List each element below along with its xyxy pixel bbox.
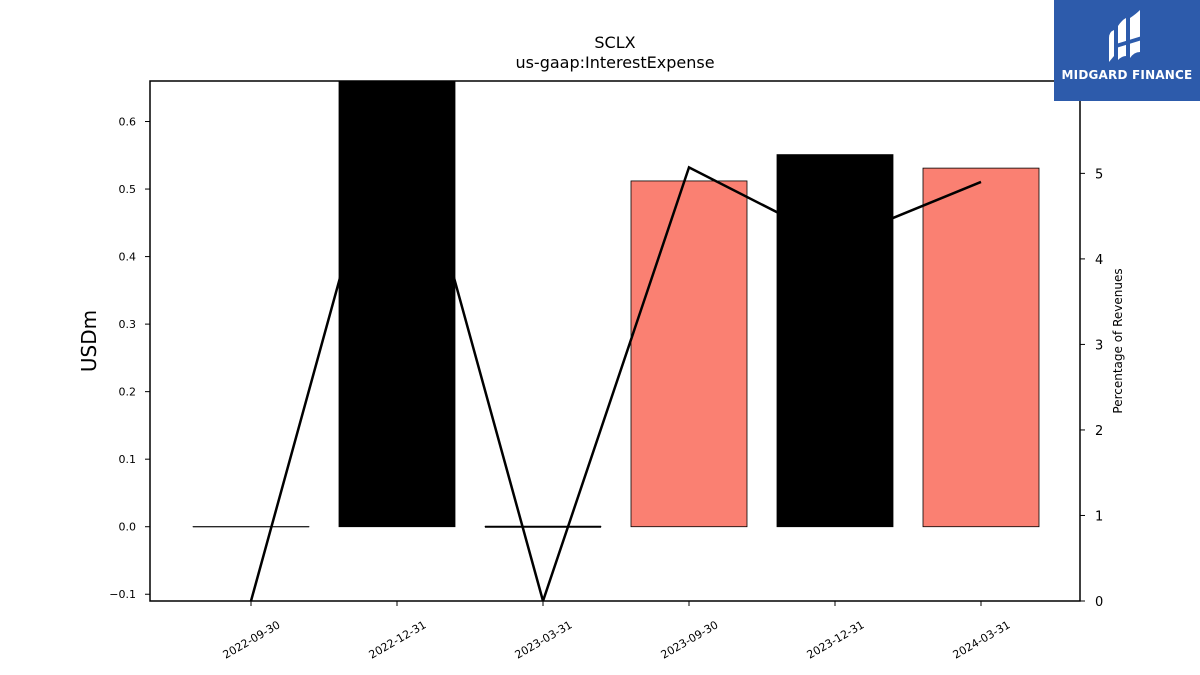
line-group xyxy=(249,81,982,601)
y-tick-label: 0.2 xyxy=(119,386,137,399)
logo-mark-icon xyxy=(1109,10,1142,62)
x-tick-label: 2023-09-30 xyxy=(659,618,721,661)
x-tick-label: 2022-09-30 xyxy=(221,618,283,661)
x-tick-label: 2023-12-31 xyxy=(805,618,867,661)
y-tick-label: −0.1 xyxy=(109,588,136,601)
bar xyxy=(630,180,748,528)
chart-subtitle: us-gaap:InterestExpense xyxy=(515,53,714,72)
chart-title: SCLX xyxy=(594,33,635,52)
y2-tick-label: 0 xyxy=(1095,595,1103,610)
y-tick-label: 0.1 xyxy=(119,453,137,466)
bar xyxy=(338,81,456,528)
y2-tick-label: 3 xyxy=(1095,338,1103,353)
y-axis-label: USDm xyxy=(77,310,101,372)
y2-tick-label: 1 xyxy=(1095,509,1103,524)
y-tick-label: 0.4 xyxy=(119,251,137,264)
y2-tick-label: 4 xyxy=(1095,253,1103,268)
x-tick-label: 2024-03-31 xyxy=(951,618,1013,661)
y-tick-label: 0.5 xyxy=(119,183,137,196)
bar xyxy=(922,167,1040,528)
percentage-line xyxy=(249,81,982,601)
x-tick-label: 2022-12-31 xyxy=(367,618,429,661)
y2-axis-label: Percentage of Revenues xyxy=(1111,268,1125,413)
bar xyxy=(776,154,894,528)
y2-axis-ticks: 0 1 2 3 4 5 xyxy=(1080,167,1103,610)
y-tick-label: 0.6 xyxy=(119,116,137,129)
logo-text: MIDGARD FINANCE xyxy=(1061,68,1193,82)
midgard-finance-logo: MIDGARD FINANCE xyxy=(1054,0,1200,101)
y-tick-label: 0.0 xyxy=(119,521,137,534)
x-axis-ticks: 2022-09-30 2022-12-31 2023-03-31 2023-09-30… xyxy=(221,601,1013,662)
x-tick-label: 2023-03-31 xyxy=(513,618,575,661)
y2-tick-label: 5 xyxy=(1095,167,1103,182)
y2-tick-label: 2 xyxy=(1095,424,1103,439)
y-axis-ticks: −0.1 0.0 0.1 0.2 0.3 0.4 0.5 0.6 xyxy=(109,116,150,601)
bar-group xyxy=(192,81,1040,528)
y-tick-label: 0.3 xyxy=(119,318,137,331)
plot-frame xyxy=(149,80,1081,602)
